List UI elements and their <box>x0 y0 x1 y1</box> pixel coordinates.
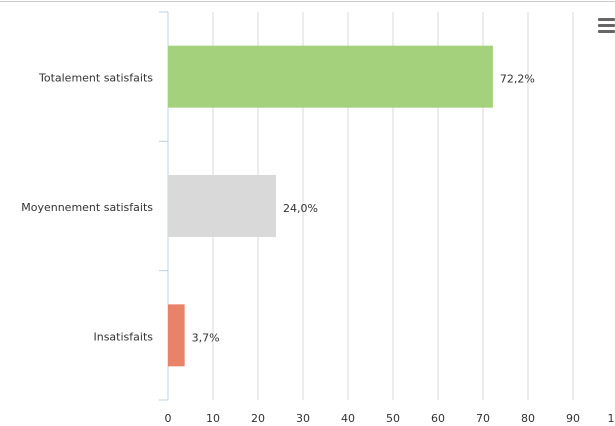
menu-icon[interactable] <box>598 18 615 33</box>
y-tick-label: Moyennement satisfaits <box>21 201 153 214</box>
bar <box>168 175 276 237</box>
x-tick-label: 70 <box>476 412 490 425</box>
bar <box>168 304 185 367</box>
y-tick-label: Insatisfaits <box>93 330 153 343</box>
x-tick-label: 30 <box>296 412 310 425</box>
value-label: 72,2% <box>500 73 535 86</box>
y-tick-label: Totalement satisfaits <box>38 72 153 85</box>
x-tick-label: 20 <box>251 412 265 425</box>
x-tick-label: 40 <box>341 412 355 425</box>
bar <box>168 45 493 108</box>
value-label: 24,0% <box>283 202 318 215</box>
value-label: 3,7% <box>192 331 220 344</box>
x-tick-label: 0 <box>165 412 172 425</box>
x-tick-label: 80 <box>521 412 535 425</box>
x-tick-label: 60 <box>431 412 445 425</box>
x-tick-label: 100 <box>608 412 615 425</box>
x-tick-label: 50 <box>386 412 400 425</box>
x-tick-label: 90 <box>566 412 580 425</box>
x-tick-label: 10 <box>206 412 220 425</box>
